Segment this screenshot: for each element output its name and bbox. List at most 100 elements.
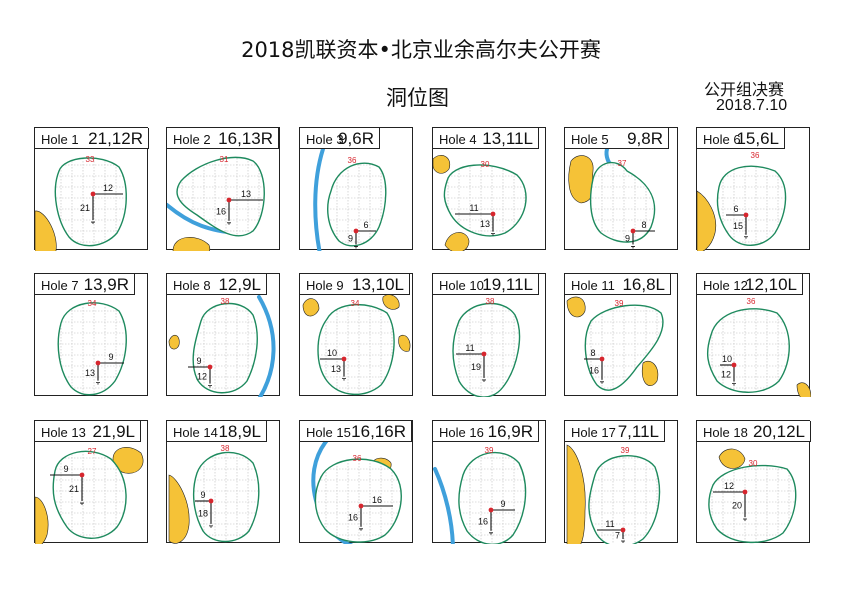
pin-location-label: 18,9L: [218, 422, 261, 441]
hole-diagram: 31 16 13: [167, 155, 265, 251]
distance-from-front-label: 9: [348, 234, 353, 244]
hole-diagram: 27 219: [35, 447, 144, 544]
hole-number-label: Hole 6: [703, 132, 741, 147]
pin-position-marker: [731, 362, 737, 368]
pin-location-label: 9,8R: [627, 129, 663, 148]
hole-number-label: Hole 1: [41, 132, 79, 147]
tee-marker: [80, 502, 84, 506]
bunker-shape: [566, 444, 586, 544]
distance-from-edge-label: 11: [469, 203, 478, 213]
tee-marker: [227, 222, 231, 225]
green-depth-label: 36: [348, 156, 357, 165]
hole-diagram: 37 9 8: [568, 147, 656, 249]
hole-header: Hole 14 18,9L: [167, 421, 267, 442]
green-depth-label: 31: [220, 155, 229, 164]
hole-header: Hole 9 13,10L: [300, 274, 410, 295]
distance-from-edge-label: 16: [372, 495, 382, 505]
bunker-shape: [796, 382, 811, 397]
hole-card: 34 13 9 Hole 7 13,9R: [34, 273, 148, 396]
round-label: 公开组决赛: [704, 80, 785, 99]
distance-from-edge-label: 9: [500, 499, 505, 509]
hole-number-label: Hole 9: [306, 278, 344, 293]
hole-header: Hole 6 15,6L: [697, 128, 785, 149]
green-depth-label: 39: [615, 299, 624, 308]
pin-location-label: 16,13R: [218, 129, 273, 148]
green-outline: [716, 165, 787, 246]
pin-location-label: 12,10L: [745, 275, 797, 294]
distance-from-front-label: 15: [733, 221, 743, 231]
bunker-shape: [35, 210, 57, 251]
tee-marker: [96, 382, 100, 385]
hole-card: 39 7 11 Hole 17 7,11L: [564, 420, 678, 544]
page-subtitle: 洞位图: [386, 86, 449, 110]
hole-number-label: Hole 8: [173, 278, 211, 293]
green-depth-label: 39: [485, 446, 494, 455]
pin-location-label: 16,16R: [351, 422, 406, 441]
distance-from-front-label: 20: [732, 501, 742, 511]
green-depth-label: 34: [351, 299, 360, 308]
hole-diagram: 34 13 9: [57, 299, 127, 396]
distance-from-edge-label: 6: [733, 204, 738, 214]
hole-diagram: 39 16 8: [566, 296, 664, 391]
pin-location-label: 21,12R: [88, 129, 143, 148]
pin-position-marker: [488, 507, 494, 513]
green-depth-label: 39: [621, 446, 630, 455]
hole-number-label: Hole 5: [571, 132, 609, 147]
tee-marker: [732, 383, 736, 386]
hole-card: 27 21 9 Hole 13 21,9L: [34, 420, 148, 544]
tee-marker: [482, 379, 486, 382]
tee-marker: [491, 233, 495, 236]
pin-position-marker: [358, 503, 364, 509]
bunker-shape: [168, 474, 190, 544]
distance-from-edge-label: 10: [327, 348, 337, 358]
green-outline: [54, 157, 127, 247]
distance-from-edge-label: 9: [196, 356, 201, 366]
distance-from-edge-label: 11: [465, 343, 474, 353]
hole-header: Hole 4 13,11L: [433, 128, 539, 149]
hole-number-label: Hole 3: [306, 132, 344, 147]
bunker-shape: [718, 448, 746, 469]
bunker-shape: [566, 296, 586, 318]
pin-location-label: 16,9R: [487, 422, 533, 441]
distance-from-edge-label: 13: [241, 189, 251, 199]
green-outline: [458, 451, 527, 544]
distance-from-edge-label: 12: [103, 183, 113, 193]
hole-header: Hole 13 21,9L: [35, 421, 141, 442]
green-outline: [192, 302, 258, 394]
date-label: 2018.7.10: [716, 97, 788, 114]
water-hazard: [433, 467, 455, 544]
hole-card: 37 9 8 Hole 5 9,8R: [564, 127, 678, 250]
hole-card: 36 16 16 Hole 15 16,16R: [299, 420, 413, 544]
distance-from-front-label: 16: [216, 206, 226, 216]
pin-location-label: 20,12L: [753, 422, 805, 441]
hole-header: Hole 17 7,11L: [565, 421, 665, 442]
green-depth-label: 38: [221, 297, 230, 306]
hole-card: 33 21 12 Hole 1 21,12R: [34, 127, 149, 251]
pin-location-label: 21,9L: [92, 422, 135, 441]
pin-position-marker: [620, 527, 626, 533]
water-hazard: [313, 147, 325, 251]
pin-position-marker: [208, 498, 214, 504]
hole-diagram: 39 711: [566, 444, 661, 544]
hole-card: 38 18 9 Hole 14 18,9L: [166, 420, 280, 544]
pin-position-marker: [226, 197, 232, 203]
hole-number-label: Hole 14: [173, 425, 218, 440]
green-depth-label: 36: [747, 297, 756, 306]
hole-card: 34 13 10 Hole 9 13,10L: [299, 273, 413, 396]
green-outline: [317, 303, 395, 396]
distance-from-edge-label: 10: [722, 354, 732, 364]
distance-from-edge-label: 6: [363, 220, 368, 230]
tee-marker: [621, 540, 625, 543]
green-outline: [708, 464, 797, 544]
hole-header: Hole 7 13,9R: [35, 274, 135, 295]
distance-from-front-label: 9: [625, 234, 630, 244]
hole-diagram: 39 16 9: [433, 446, 527, 544]
hole-number-label: Hole 18: [703, 425, 748, 440]
bunker-shape: [172, 237, 211, 251]
pin-location-label: 12,9L: [218, 275, 261, 294]
hole-card: 30 20 12 Hole 18 20,12L: [696, 420, 811, 544]
distance-from-front-label: 7: [615, 531, 620, 541]
distance-from-front-label: 13: [480, 219, 490, 229]
hole-header: Hole 8 12,9L: [167, 274, 267, 295]
bunker-shape: [398, 334, 411, 352]
